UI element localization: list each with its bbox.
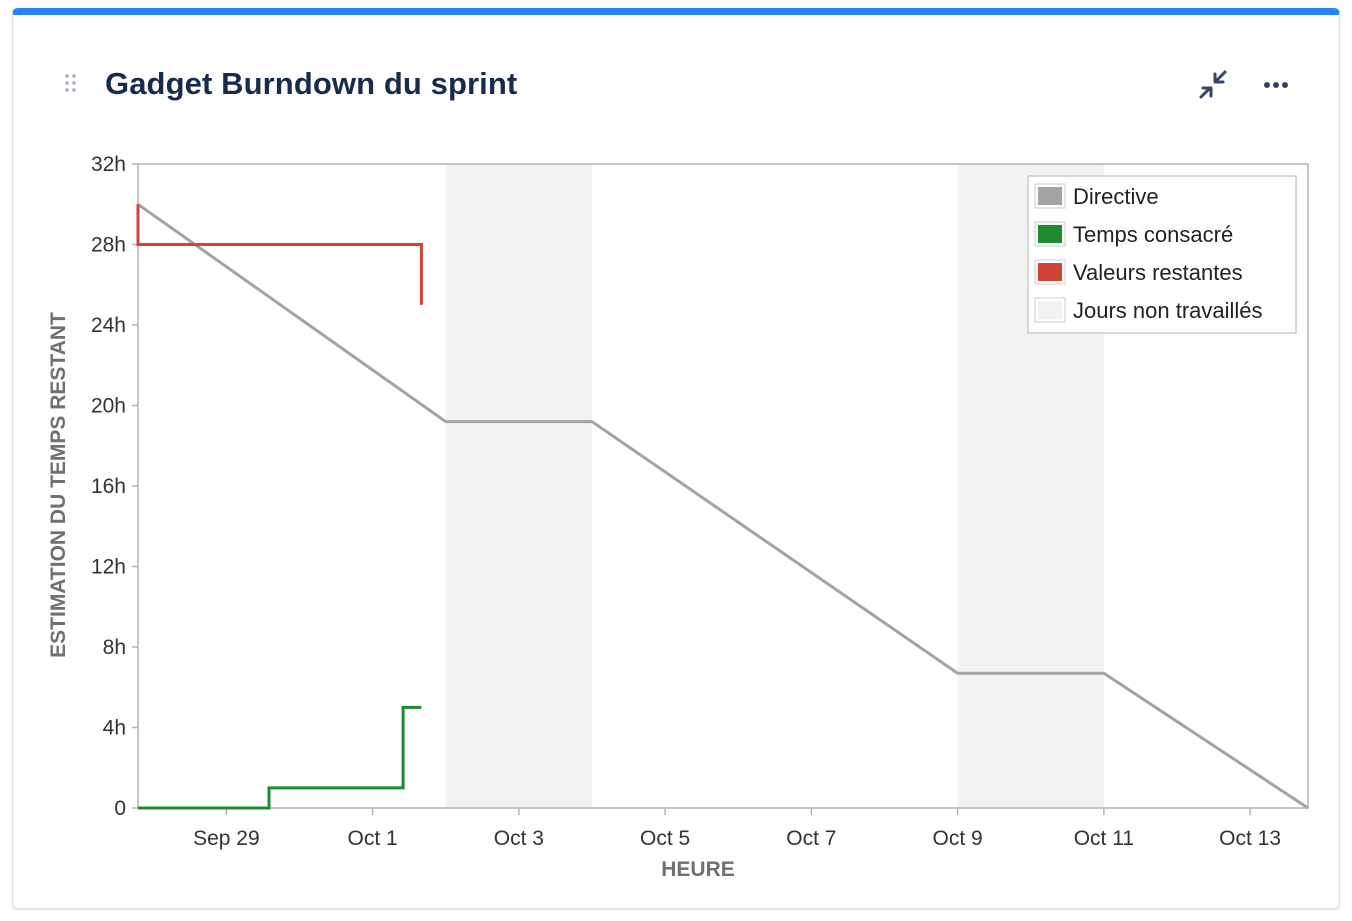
more-actions-button[interactable] [1257,65,1297,105]
series-line-valeurs-restantes [136,204,423,305]
x-tick-label: Oct 3 [494,827,544,850]
x-tick-label: Sep 29 [193,827,260,850]
legend-swatch [1038,301,1062,319]
y-tick-label: 32h [91,153,126,176]
y-tick-label: 8h [103,636,126,659]
y-tick-label: 24h [91,314,126,337]
collapse-arrows-icon [1199,70,1227,99]
x-axis-label: HEURE [661,858,735,881]
series-line-temps-consacre [138,705,422,810]
more-horizontal-icon [1264,82,1288,88]
x-tick-label: Oct 9 [933,827,983,850]
legend-label: Temps consacré [1073,222,1233,247]
sprint-burndown-gadget: Gadget Burndown du sprint [12,8,1340,909]
collapse-button[interactable] [1193,65,1233,105]
legend-swatch [1038,263,1062,281]
x-tick-label: Oct 1 [348,827,398,850]
gadget-header: Gadget Burndown du sprint [13,15,1339,145]
y-tick-label: 0 [114,797,126,820]
y-tick-label: 12h [91,556,126,579]
legend-frame [1027,175,1297,334]
legend-label: Jours non travaillés [1073,298,1263,323]
x-tick-label: Oct 11 [1074,827,1134,850]
chart-series [136,203,1309,810]
x-axis-ticks: Sep 29 Oct 1 Oct 3 Oct 5 Oct 7 Oct 9 Oct 11 Oct… [193,808,1281,850]
legend-label: Valeurs restantes [1073,260,1243,285]
x-tick-label: Oct 7 [786,827,836,850]
gadget-title: Gadget Burndown du sprint [105,66,518,101]
y-tick-label: 20h [91,395,126,418]
legend-swatch [1038,187,1062,205]
x-tick-label: Oct 13 [1219,827,1281,850]
y-axis-label: ESTIMATION DU TEMPS RESTANT [47,312,70,658]
burndown-chart-svg: 0 4h 8h 12h 16h 20h 24h 28h 32h Sep 29 Oct 1 Oct 3… [47,153,1309,881]
legend-swatch [1038,225,1062,243]
burndown-chart: 0 4h 8h 12h 16h 20h 24h 28h 32h Sep 29 Oct 1 Oct 3… [13,15,1341,916]
series-line-directive [137,203,1309,810]
y-tick-label: 28h [91,234,126,257]
legend-label: Directive [1073,184,1159,209]
y-tick-label: 4h [103,717,126,740]
x-tick-label: Oct 5 [640,827,690,850]
non-working-bands [445,164,1104,808]
y-axis-ticks: 0 4h 8h 12h 16h 20h 24h 28h 32h [91,153,138,820]
non-working-band-1 [445,164,592,808]
chart-legend: Directive Temps consacré Valeurs restantes… [1027,175,1297,334]
y-tick-label: 16h [91,475,126,498]
drag-handle-icon[interactable] [63,73,79,95]
